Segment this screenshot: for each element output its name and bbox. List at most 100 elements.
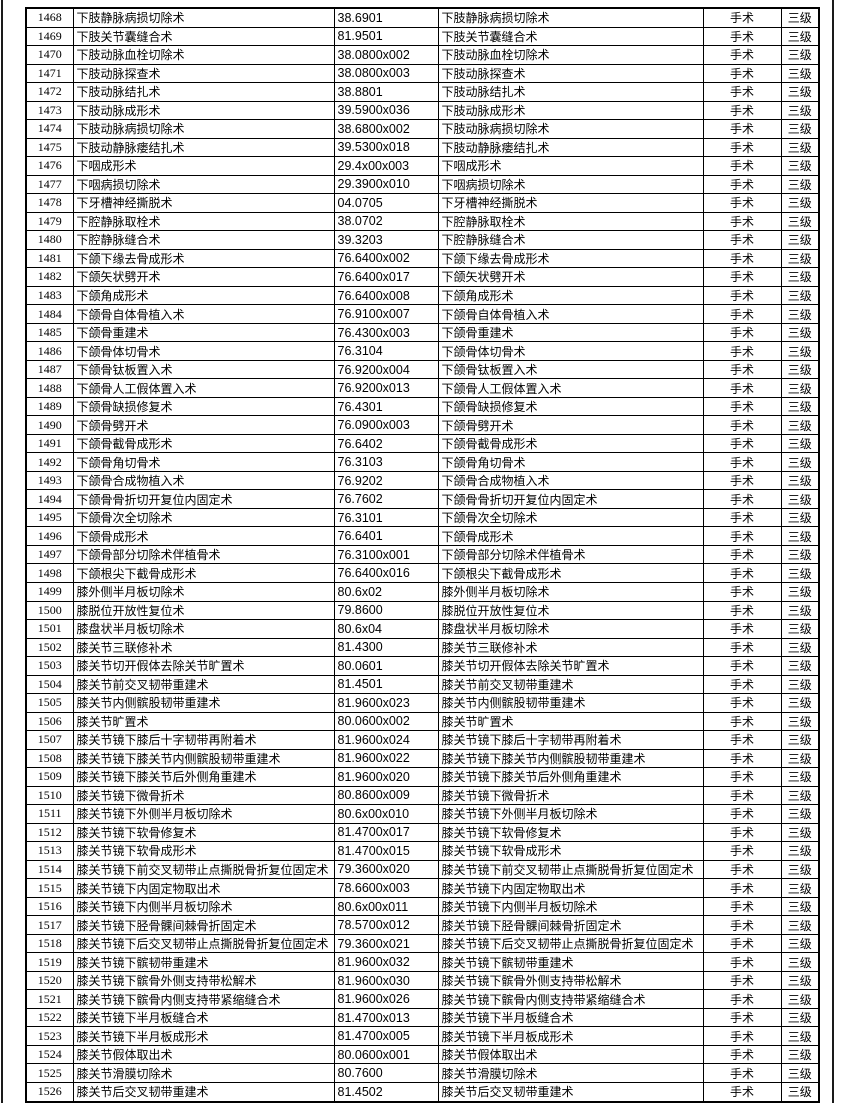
category-cell: 手术: [702, 767, 782, 787]
procedure-name-cell: 下肢动脉探查术: [72, 63, 335, 84]
level-cell: 三级: [780, 267, 820, 287]
level-cell: 三级: [780, 970, 820, 991]
procedure-name2-cell: 下肢动脉结扎术: [437, 82, 704, 102]
procedure-name-cell: 下颌骨自体骨植入术: [72, 304, 335, 324]
table-row: 1526 膝关节后交叉韧带重建术 81.4502 膝关节后交叉韧带重建术 手术 三级: [25, 1081, 820, 1103]
procedure-code-cell: 29.4x00x003: [333, 156, 439, 176]
procedure-code-cell: 81.9600x020: [333, 767, 439, 787]
procedure-code-cell: 76.6400x016: [333, 563, 439, 583]
table-row: 1520 膝关节镜下髌骨外侧支持带松解术 81.9600x030 膝关节镜下髌骨外侧支…: [25, 970, 820, 991]
procedure-code-cell: 38.0702: [333, 211, 439, 232]
procedure-name2-cell: 膝关节内侧髌股韧带重建术: [437, 693, 704, 713]
category-cell: 手术: [702, 619, 782, 639]
procedure-name2-cell: 下颌骨次全切除术: [437, 507, 704, 528]
procedure-code-cell: 81.4501: [333, 674, 439, 695]
level-cell: 三级: [780, 896, 820, 917]
level-cell: 三级: [780, 933, 820, 954]
table-row: 1492 下颌骨角切骨术 76.3103 下颌骨角切骨术 手术 三级: [25, 452, 820, 472]
category-cell: 手术: [702, 1044, 782, 1065]
table-row: 1493 下颌骨合成物植入术 76.9202 下颌骨合成物植入术 手术 三级: [25, 470, 820, 491]
row-number-cell: 1496: [25, 526, 74, 546]
category-cell: 手术: [702, 1081, 782, 1103]
procedure-name-cell: 下颌骨重建术: [72, 322, 335, 343]
table-row: 1518 膝关节镜下后交叉韧带止点撕脱骨折复位固定术 79.3600x021 膝关节镜…: [25, 933, 820, 954]
level-cell: 三级: [780, 563, 820, 583]
table-row: 1494 下颌骨骨折切开复位内固定术 76.7602 下颌骨骨折切开复位内固定术 手术三…: [25, 489, 820, 509]
level-cell: 三级: [780, 470, 820, 491]
surgical-procedure-table: 1468 下肢静脉病损切除术 38.6901 下肢静脉病损切除术 手术 三级 1469 下肢关…: [25, 7, 820, 1103]
row-number-cell: 1481: [25, 248, 74, 269]
procedure-name-cell: 下颌骨骨折切开复位内固定术: [72, 489, 335, 509]
procedure-code-cell: 29.3900x010: [333, 174, 439, 195]
level-cell: 三级: [780, 952, 820, 972]
category-cell: 手术: [702, 656, 782, 676]
level-cell: 三级: [780, 526, 820, 546]
level-cell: 三级: [780, 730, 820, 750]
procedure-name-cell: 下颌骨钛板置入术: [72, 359, 335, 380]
procedure-name-cell: 下颌下缘去骨成形术: [72, 248, 335, 269]
procedure-code-cell: 78.6600x003: [333, 878, 439, 898]
table-row: 1495 下颌骨次全切除术 76.3101 下颌骨次全切除术 手术 三级: [25, 507, 820, 528]
procedure-code-cell: 76.6400x002: [333, 248, 439, 269]
category-cell: 手术: [702, 489, 782, 509]
category-cell: 手术: [702, 359, 782, 380]
row-number-cell: 1510: [25, 785, 74, 806]
procedure-code-cell: 81.9600x032: [333, 952, 439, 972]
page-edge-line-left: [1, 0, 3, 1103]
procedure-name-cell: 下颌骨截骨成形术: [72, 433, 335, 454]
level-cell: 三级: [780, 785, 820, 806]
row-number-cell: 1517: [25, 915, 74, 935]
level-cell: 三级: [780, 989, 820, 1009]
procedure-code-cell: 80.6x04: [333, 619, 439, 639]
procedure-name-cell: 膝关节内侧髌股韧带重建术: [72, 693, 335, 713]
procedure-name2-cell: 下颌骨成形术: [437, 526, 704, 546]
procedure-name-cell: 下腔静脉取栓术: [72, 211, 335, 232]
procedure-name-cell: 下咽成形术: [72, 156, 335, 176]
procedure-name2-cell: 下颌根尖下截骨成形术: [437, 563, 704, 583]
procedure-name2-cell: 膝关节镜下髌骨内侧支持带紧缩缝合术: [437, 989, 704, 1009]
procedure-name2-cell: 下肢关节囊缝合术: [437, 26, 704, 47]
category-cell: 手术: [702, 433, 782, 454]
level-cell: 三级: [780, 1007, 820, 1028]
category-cell: 手术: [702, 526, 782, 546]
table-row: 1502 膝关节三联修补术 81.4300 膝关节三联修补术 手术 三级: [25, 637, 820, 658]
category-cell: 手术: [702, 156, 782, 176]
row-number-cell: 1520: [25, 970, 74, 991]
procedure-name-cell: 下肢动脉血栓切除术: [72, 45, 335, 65]
table-row: 1481 下颌下缘去骨成形术 76.6400x002 下颌下缘去骨成形术 手术 三级: [25, 248, 820, 269]
level-cell: 三级: [780, 100, 820, 121]
row-number-cell: 1498: [25, 563, 74, 583]
category-cell: 手术: [702, 470, 782, 491]
table-row: 1523 膝关节镜下半月板成形术 81.4700x005 膝关节镜下半月板成形术 手术三…: [25, 1026, 820, 1046]
category-cell: 手术: [702, 730, 782, 750]
table-row: 1489 下颌骨缺损修复术 76.4301 下颌骨缺损修复术 手术 三级: [25, 396, 820, 417]
procedure-code-cell: 81.9501: [333, 26, 439, 47]
row-number-cell: 1497: [25, 544, 74, 565]
row-number-cell: 1509: [25, 767, 74, 787]
row-number-cell: 1488: [25, 378, 74, 398]
procedure-code-cell: 76.9100x007: [333, 304, 439, 324]
level-cell: 三级: [780, 859, 820, 880]
table-row: 1525 膝关节滑膜切除术 80.7600 膝关节滑膜切除术 手术 三级: [25, 1063, 820, 1083]
row-number-cell: 1478: [25, 193, 74, 213]
row-number-cell: 1516: [25, 896, 74, 917]
procedure-name2-cell: 下颌下缘去骨成形术: [437, 248, 704, 269]
row-number-cell: 1485: [25, 322, 74, 343]
procedure-code-cell: 76.4301: [333, 396, 439, 417]
procedure-name-cell: 下颌骨人工假体置入术: [72, 378, 335, 398]
procedure-name-cell: 下颌骨体切骨术: [72, 341, 335, 361]
table-row: 1487 下颌骨钛板置入术 76.9200x004 下颌骨钛板置入术 手术 三级: [25, 359, 820, 380]
row-number-cell: 1469: [25, 26, 74, 47]
procedure-name2-cell: 下肢动脉血栓切除术: [437, 45, 704, 65]
procedure-name-cell: 下颌骨缺损修复术: [72, 396, 335, 417]
level-cell: 三级: [780, 230, 820, 250]
level-cell: 三级: [780, 841, 820, 861]
table-row: 1483 下颌角成形术 76.6400x008 下颌角成形术 手术 三级: [25, 285, 820, 306]
category-cell: 手术: [702, 211, 782, 232]
level-cell: 三级: [780, 452, 820, 472]
procedure-name2-cell: 下咽成形术: [437, 156, 704, 176]
table-row: 1499 膝外侧半月板切除术 80.6x02 膝外侧半月板切除术 手术 三级: [25, 582, 820, 602]
procedure-code-cell: 76.3104: [333, 341, 439, 361]
level-cell: 三级: [780, 248, 820, 269]
table-row: 1508 膝关节镜下膝关节内侧髌股韧带重建术 81.9600x022 膝关节镜下膝关节…: [25, 748, 820, 769]
